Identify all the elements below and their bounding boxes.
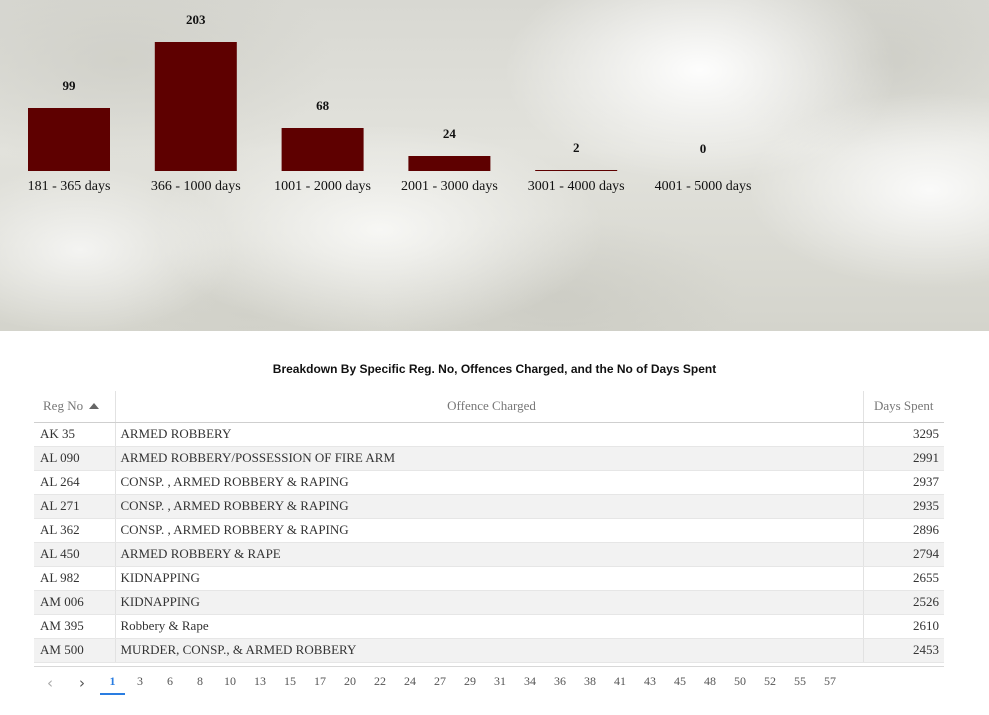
page-link-current[interactable]: 1 xyxy=(100,673,125,695)
cell-days-spent: 2896 xyxy=(863,518,944,543)
bar-chart: 99 181 - 365 days 203 366 - 1000 days 68 1001… xyxy=(28,12,752,194)
bar-value-label: 99 xyxy=(63,78,77,93)
bar-value-label: 24 xyxy=(443,126,457,141)
bar[interactable] xyxy=(535,170,618,171)
page-link[interactable]: 52 xyxy=(764,674,776,688)
cell-days-spent: 3295 xyxy=(863,422,944,447)
cell-days-spent: 2794 xyxy=(863,542,944,567)
table-row: AM 006 KIDNAPPING 2526 xyxy=(34,590,944,615)
bar[interactable] xyxy=(281,128,364,171)
cell-days-spent: 2610 xyxy=(863,614,944,639)
bar[interactable] xyxy=(154,42,237,171)
cell-reg-no: AL 090 xyxy=(34,446,116,471)
cell-days-spent: 2655 xyxy=(863,566,944,591)
cell-days-spent: 2453 xyxy=(863,638,944,663)
category-label: 366 - 1000 days xyxy=(151,179,241,194)
bar-value-label: 2 xyxy=(573,140,580,155)
page-link[interactable]: 8 xyxy=(197,674,203,688)
cell-reg-no: AM 006 xyxy=(34,590,116,615)
table-row: AL 090 ARMED ROBBERY/POSSESSION OF FIRE A… xyxy=(34,446,944,471)
table-row: AM 500 MURDER, CONSP., & ARMED ROBBERY 245… xyxy=(34,638,944,663)
cell-days-spent: 2991 xyxy=(863,446,944,471)
cell-reg-no: AL 362 xyxy=(34,518,116,543)
chart-background: 99 181 - 365 days 203 366 - 1000 days 68 1001… xyxy=(0,0,989,331)
cell-offence: CONSP. , ARMED ROBBERY & RAPING xyxy=(115,470,864,495)
cell-reg-no: AK 35 xyxy=(34,422,116,447)
category-label: 4001 - 5000 days xyxy=(655,179,752,194)
page-link[interactable]: 36 xyxy=(554,674,566,688)
pagination: ‹ › 1 3 6 8 10 13 15 17 20 22 24 27 29 31 34 36 38 41 43 45… xyxy=(34,666,944,696)
cell-reg-no: AM 500 xyxy=(34,638,116,663)
bar[interactable] xyxy=(28,108,110,171)
cell-offence: ARMED ROBBERY xyxy=(115,422,864,447)
page-link[interactable]: 27 xyxy=(434,674,446,688)
page-link[interactable]: 43 xyxy=(644,674,656,688)
table-row: AL 362 CONSP. , ARMED ROBBERY & RAPING 289… xyxy=(34,518,944,543)
bar[interactable] xyxy=(408,156,491,171)
column-header-days-spent[interactable]: Days Spent xyxy=(863,391,944,423)
page-link[interactable]: 13 xyxy=(254,674,266,688)
bar-value-label: 0 xyxy=(700,141,707,156)
cell-offence: CONSP. , ARMED ROBBERY & RAPING xyxy=(115,518,864,543)
page-link[interactable]: 3 xyxy=(137,674,143,688)
page-link[interactable]: 22 xyxy=(374,674,386,688)
table-row: AL 271 CONSP. , ARMED ROBBERY & RAPING 293… xyxy=(34,494,944,519)
category-label: 1001 - 2000 days xyxy=(274,179,371,194)
cell-reg-no: AL 450 xyxy=(34,542,116,567)
page-link[interactable]: 29 xyxy=(464,674,476,688)
table-header-row: Reg No Offence Charged Days Spent xyxy=(34,391,944,423)
page-link[interactable]: 6 xyxy=(167,674,173,688)
bar-value-label: 68 xyxy=(316,98,330,113)
page-link[interactable]: 48 xyxy=(704,674,716,688)
page-link[interactable]: 57 xyxy=(824,674,836,688)
page-link[interactable]: 24 xyxy=(404,674,416,688)
cell-offence: KIDNAPPING xyxy=(115,590,864,615)
cell-offence: CONSP. , ARMED ROBBERY & RAPING xyxy=(115,494,864,519)
category-label: 2001 - 3000 days xyxy=(401,179,498,194)
chevron-right-icon[interactable]: › xyxy=(79,674,85,692)
page-link[interactable]: 10 xyxy=(224,674,236,688)
page-list: 1 3 6 8 10 13 15 17 20 22 24 27 29 31 34 36 38 41 43 45 48 50… xyxy=(97,673,845,695)
data-table: Reg No Offence Charged Days Spent AK 35 A… xyxy=(34,391,944,663)
page-link[interactable]: 45 xyxy=(674,674,686,688)
data-table-container: Reg No Offence Charged Days Spent AK 35 A… xyxy=(34,391,944,663)
page-link[interactable]: 38 xyxy=(584,674,596,688)
column-header-reg-no-label: Reg No xyxy=(43,398,84,414)
table-row: AK 35 ARMED ROBBERY 3295 xyxy=(34,422,944,447)
cell-days-spent: 2937 xyxy=(863,470,944,495)
table-row: AL 450 ARMED ROBBERY & RAPE 2794 xyxy=(34,542,944,567)
sort-ascending-icon[interactable] xyxy=(89,403,100,410)
page-link[interactable]: 31 xyxy=(494,674,506,688)
cell-offence: Robbery & Rape xyxy=(115,614,864,639)
column-header-reg-no[interactable]: Reg No xyxy=(34,391,116,423)
table-row: AL 982 KIDNAPPING 2655 xyxy=(34,566,944,591)
table-title: Breakdown By Specific Reg. No, Offences … xyxy=(272,362,717,376)
page-link[interactable]: 50 xyxy=(734,674,746,688)
cell-days-spent: 2935 xyxy=(863,494,944,519)
chevron-left-icon[interactable]: ‹ xyxy=(47,674,53,692)
table-body: AK 35 ARMED ROBBERY 3295 AL 090 ARMED ROBBER… xyxy=(34,422,944,663)
table-row: AL 264 CONSP. , ARMED ROBBERY & RAPING 293… xyxy=(34,470,944,495)
cell-reg-no: AM 395 xyxy=(34,614,116,639)
category-label: 181 - 365 days xyxy=(28,179,111,194)
cell-offence: ARMED ROBBERY & RAPE xyxy=(115,542,864,567)
page-link[interactable]: 41 xyxy=(614,674,626,688)
page-link[interactable]: 20 xyxy=(344,674,356,688)
page-link[interactable]: 55 xyxy=(794,674,806,688)
cell-days-spent: 2526 xyxy=(863,590,944,615)
table-row: AM 395 Robbery & Rape 2610 xyxy=(34,614,944,639)
cell-offence: KIDNAPPING xyxy=(115,566,864,591)
page-link[interactable]: 15 xyxy=(284,674,296,688)
cell-reg-no: AL 271 xyxy=(34,494,116,519)
page-link[interactable]: 17 xyxy=(314,674,326,688)
cell-reg-no: AL 982 xyxy=(34,566,116,591)
category-label: 3001 - 4000 days xyxy=(528,179,625,194)
cell-offence: ARMED ROBBERY/POSSESSION OF FIRE ARM xyxy=(115,446,864,471)
page-link[interactable]: 34 xyxy=(524,674,536,688)
bar-value-label: 203 xyxy=(186,12,206,27)
cell-offence: MURDER, CONSP., & ARMED ROBBERY xyxy=(115,638,864,663)
column-header-offence[interactable]: Offence Charged xyxy=(115,391,864,423)
cell-reg-no: AL 264 xyxy=(34,470,116,495)
